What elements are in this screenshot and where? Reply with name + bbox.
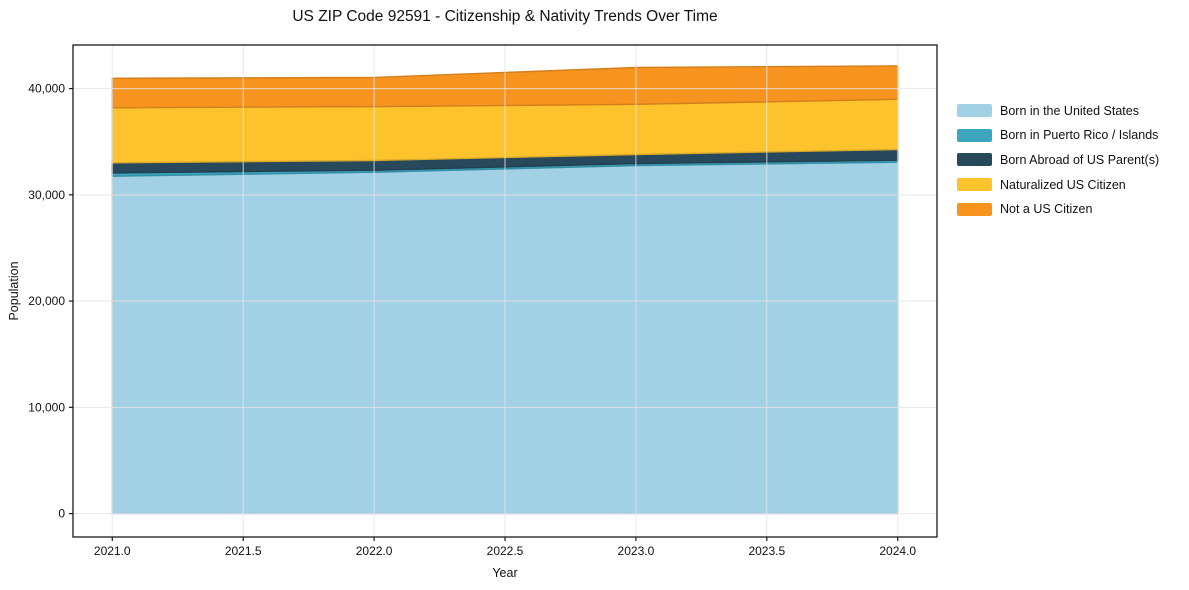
y-tick-label: 10,000 [28,400,65,414]
y-tick-label: 40,000 [28,82,65,96]
chart-title: US ZIP Code 92591 - Citizenship & Nativi… [292,8,718,25]
y-tick-label: 30,000 [28,188,65,202]
y-tick-label: 0 [58,507,65,521]
legend-label: Born in the United States [1000,103,1139,118]
x-tick-label: 2022.0 [356,544,393,558]
x-tick-label: 2023.5 [748,544,785,558]
x-tick-label: 2021.5 [225,544,262,558]
legend-label: Not a US Citizen [1000,202,1093,217]
legend-item-born-in-puerto-rico-islands: Born in Puerto Rico / Islands [957,128,1159,143]
x-tick-label: 2021.0 [94,544,131,558]
legend-label: Born Abroad of US Parent(s) [1000,152,1160,167]
legend-item-not-a-us-citizen: Not a US Citizen [957,202,1159,217]
legend-label: Born in Puerto Rico / Islands [1000,128,1159,143]
legend-swatch-icon [957,178,992,192]
legend-swatch-icon [957,202,992,216]
legend-item-born-abroad-of-us-parent-s: Born Abroad of US Parent(s) [957,152,1160,167]
x-tick-label: 2023.0 [618,544,655,558]
legend: Born in the United States Born in Puerto … [957,104,1159,216]
legend-label: Naturalized US Citizen [1000,177,1126,192]
legend-swatch-icon [957,153,992,167]
x-tick-label: 2022.5 [487,544,524,558]
x-tick-label: 2024.0 [879,544,916,558]
legend-swatch-icon [957,104,992,118]
legend-item-born-in-the-united-states: Born in the United States [957,103,1159,118]
legend-item-naturalized-us-citizen: Naturalized US Citizen [957,177,1159,192]
y-tick-label: 20,000 [28,294,65,308]
x-axis-label: Year [492,566,518,580]
legend-swatch-icon [957,128,992,142]
